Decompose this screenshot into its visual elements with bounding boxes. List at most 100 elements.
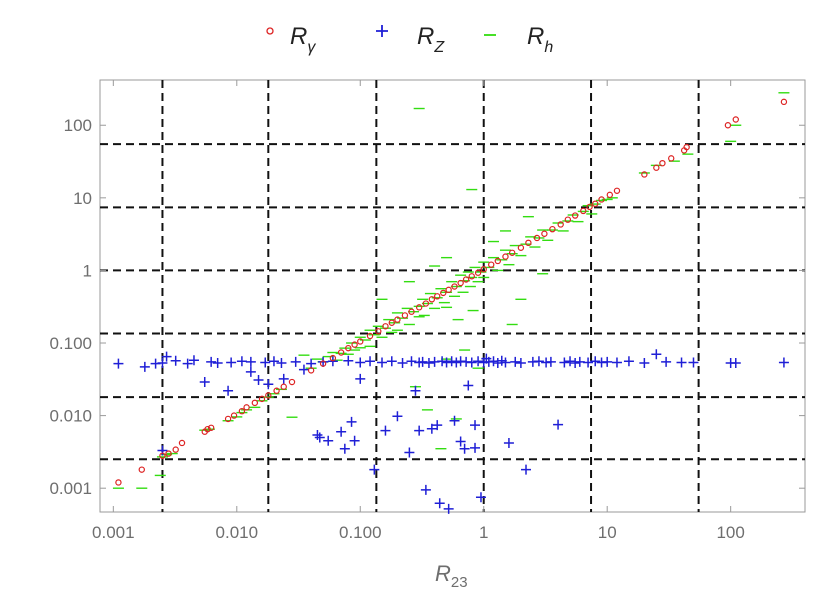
data-point-circle [592,200,599,207]
data-point-circle [329,354,337,362]
x-tick-label: 0.010 [216,523,259,542]
data-point-plus [570,358,581,369]
data-point-circle [251,399,259,407]
data-point-plus [392,411,403,422]
data-point-plus [611,357,622,368]
data-point-circle [138,466,145,473]
data-point-plus [223,385,234,396]
data-point-circle [440,289,447,297]
data-point-circle [502,253,509,260]
data-point-plus [312,430,323,441]
data-point-circle [780,98,788,106]
data-point-plus [386,356,397,367]
data-point-plus [161,351,172,362]
data-point-circle [280,383,287,390]
data-point-plus [417,356,428,367]
data-point-plus [253,374,264,385]
data-point-plus [113,358,124,369]
data-point-circle [172,446,179,453]
data-point-circle [606,191,614,199]
data-point-circle [488,261,495,268]
data-point-plus [583,357,594,368]
data-point-circle [258,395,266,403]
legend-label-r-z: RZ [417,23,445,56]
legend-item-r-gamma: Rγ [266,23,316,56]
data-point-plus [455,436,466,447]
data-point-plus [157,445,168,456]
data-point-circle [474,269,482,276]
data-point-plus [475,492,486,503]
data-point-circle [366,332,374,340]
data-point-circle [541,230,548,237]
data-point-plus [336,426,347,437]
data-point-circle [428,296,436,303]
data-point-plus [260,357,271,368]
data-point-plus [346,416,357,427]
data-point-circle [265,392,272,399]
data-point-circle [401,312,409,319]
data-point-plus [565,356,576,367]
data-point-circle [415,304,423,311]
data-point-circle [288,378,296,386]
y-tick-label: 1 [83,261,92,280]
data-point-plus [602,356,613,367]
y-tick-label: 0.100 [49,334,92,353]
data-point-circle [557,221,564,228]
data-point-circle [533,234,541,242]
data-point-circle [494,257,501,265]
data-point-plus [278,373,289,384]
data-point-plus [590,356,601,367]
data-point-plus [451,357,462,368]
data-point-plus [515,358,526,369]
data-point-circle [319,360,327,367]
data-point-plus [327,356,338,367]
data-point-plus [443,503,454,514]
data-point-circle [580,207,587,215]
series-plus-points [113,349,789,514]
data-point-circle [238,408,246,415]
data-point-circle [732,116,739,123]
data-point-plus [276,358,287,369]
data-point-circle [422,300,430,307]
data-point-plus [397,358,408,369]
reference-lines [100,80,805,512]
data-point-plus [432,420,443,431]
data-point-plus [423,358,434,369]
y-tick-label: 0.010 [49,407,92,426]
data-point-plus [404,447,415,458]
data-point-plus [449,415,460,426]
data-point-circle [480,265,487,273]
data-point-circle [683,143,690,151]
data-point-plus [236,356,247,367]
data-point-plus [290,356,301,367]
data-point-plus [533,356,544,367]
data-point-plus [199,377,210,388]
y-tick-label: 10 [73,189,92,208]
data-point-circle [159,452,166,459]
data-point-circle [207,424,215,431]
legend-marker-circle [266,27,274,35]
data-point-circle [434,293,441,300]
data-point-plus [314,432,325,443]
data-point-circle [273,387,280,394]
data-point-plus [434,498,445,509]
data-point-circle [337,349,345,356]
data-point-plus [470,420,481,431]
legend: Rγ RZ Rh [266,23,553,56]
data-point-plus [226,357,237,368]
data-point-plus [651,349,662,360]
data-point-plus [263,379,274,390]
data-point-plus [139,361,150,372]
x-tick-label: 1 [479,523,488,542]
data-point-plus [688,357,699,368]
data-point-circle [394,316,401,323]
data-point-circle [307,367,315,374]
data-point-plus [730,358,741,369]
data-point-plus [157,358,168,369]
data-point-plus [639,358,650,369]
data-point-circle [445,286,452,294]
data-point-circle [668,155,675,162]
legend-label-r-h: Rh [527,23,553,56]
data-point-circle [204,425,211,433]
data-point-circle [462,276,470,283]
